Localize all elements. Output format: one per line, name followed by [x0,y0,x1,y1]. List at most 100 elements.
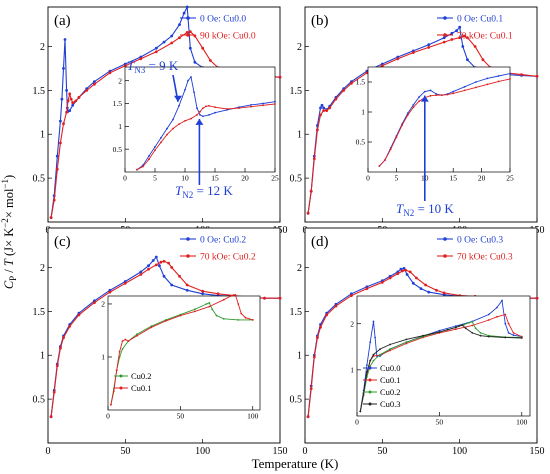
data-point [193,60,197,64]
data-point [396,57,400,61]
data-point [388,276,392,280]
data-point [178,104,180,107]
y-tick-label: 1 [101,353,105,362]
data-point [380,281,384,284]
data-point [167,261,171,265]
data-point [55,167,59,171]
data-point [63,38,67,41]
data-point [274,100,276,103]
data-point [322,106,325,110]
data-point [93,82,96,86]
x-tick-label: 25 [271,174,279,183]
data-point [244,316,247,319]
y-tick-label: 1 [297,130,302,141]
panel-tag: (b) [311,13,329,29]
data-point [418,100,420,103]
data-point [112,390,115,393]
data-point [475,86,477,89]
data-point [184,88,186,91]
data-point [507,322,510,325]
data-point [512,332,515,334]
data-point [450,38,454,41]
legend-marker [443,33,447,37]
data-point [190,76,192,78]
data-point [154,255,158,259]
x-tick-label: 0 [46,446,51,457]
data-point [170,283,174,287]
data-point [509,72,511,75]
data-point [316,336,319,340]
x-tick-label: 5 [153,174,157,183]
data-point [208,302,211,304]
y-tick-label: 1.5 [290,307,303,318]
x-tick-label: 15 [211,174,219,183]
panel-tag: (c) [54,234,71,250]
data-point [123,64,127,68]
y-tick-label: 0.5 [290,174,303,185]
data-point [369,341,372,344]
data-point [306,415,310,419]
data-point [497,80,500,83]
data-point [463,89,466,92]
data-point [507,332,510,334]
data-point [274,103,276,105]
annotation-arrowhead [195,118,204,125]
data-point [49,216,53,220]
data-point [466,36,469,40]
data-point [154,50,158,54]
data-point [328,106,332,110]
x-tick-label: 100 [516,418,528,427]
data-point [395,136,398,139]
data-point [429,89,432,92]
data-point [262,102,264,105]
data-point [408,270,412,274]
data-point [442,291,446,295]
data-point [501,299,503,302]
x-tick-label: 20 [478,174,486,183]
data-point [322,109,325,112]
data-point [59,119,62,123]
data-point [158,264,161,268]
data-point [185,5,189,9]
y-tick-label: 2 [297,42,302,53]
data-point [240,312,243,315]
data-point [319,325,322,329]
x-tick-label: 100 [195,446,210,457]
data-point [446,93,449,96]
data-point [202,115,204,118]
data-point [121,348,124,350]
data-point [52,390,56,394]
data-point [124,338,127,341]
data-point [316,128,319,132]
inset-legend-marker [119,386,123,390]
data-point [438,329,441,332]
data-point [205,303,208,305]
data-point [405,273,409,276]
legend-marker [186,237,190,241]
inset-legend-entry: Cu0.2 [131,371,152,381]
legend-marker [443,254,447,258]
x-tick-label: 50 [177,412,185,421]
data-point [202,107,204,109]
data-point [108,290,112,294]
y-tick-label: 1 [297,351,302,362]
data-point [405,342,408,345]
data-point [69,97,73,101]
data-point [435,94,438,97]
y-tick-label: 2 [40,42,45,53]
data-point [450,31,454,35]
data-point [237,303,240,305]
series-line-inset-3-3 [359,324,522,412]
data-point [306,211,310,215]
data-point [170,266,174,269]
data-point [487,319,490,321]
data-point [196,114,198,116]
data-point [250,104,252,106]
inset-frame-1 [367,66,511,173]
data-point [150,326,153,329]
data-point [471,324,474,327]
data-point [178,123,180,125]
data-point [201,292,205,296]
data-point [68,324,72,328]
